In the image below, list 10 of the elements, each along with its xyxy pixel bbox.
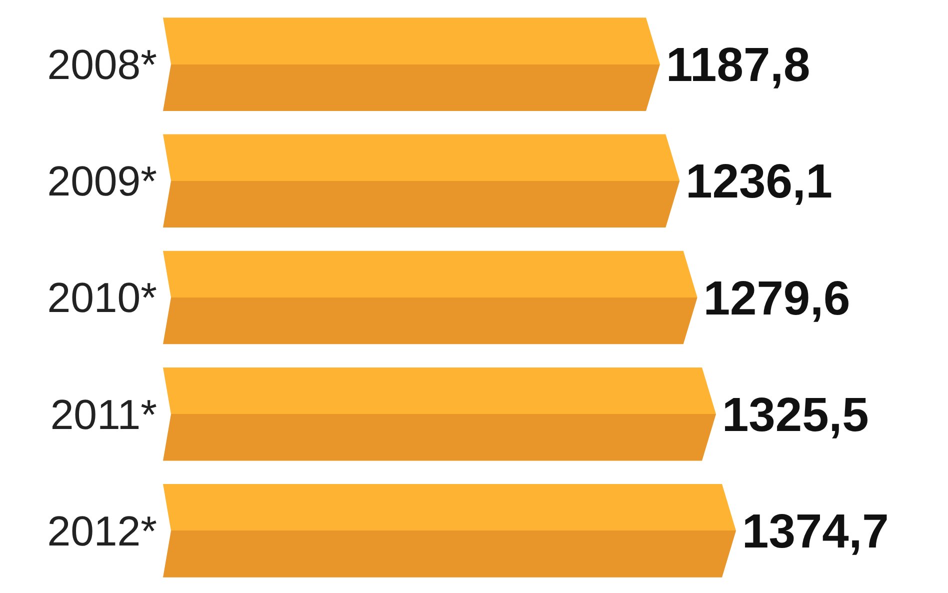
- data-label: 1236,1: [686, 156, 832, 209]
- data-label: 1325,5: [722, 388, 869, 442]
- data-label: 1187,8: [666, 39, 810, 92]
- y-tick-label: 2010*: [47, 274, 157, 322]
- y-tick-label: 2011*: [50, 390, 157, 438]
- y-tick-label: 2012*: [47, 507, 157, 554]
- data-label: 1279,6: [703, 272, 850, 326]
- y-tick-label: 2008*: [47, 41, 157, 88]
- data-label: 1374,7: [742, 506, 889, 558]
- y-tick-label: 2009*: [47, 158, 157, 205]
